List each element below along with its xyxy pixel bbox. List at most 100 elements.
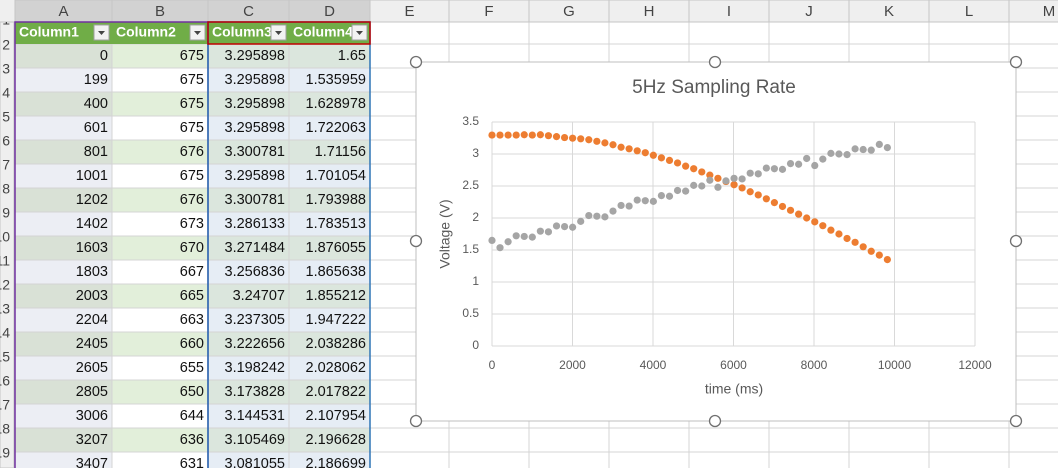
cell-value: 3.300781 <box>225 144 285 160</box>
cell: 3.295898 <box>225 120 285 136</box>
cell: 1.722063 <box>306 120 366 136</box>
cell-bg <box>208 404 289 428</box>
table-header-text: Column2 <box>116 24 176 40</box>
table-header: Column1 <box>19 24 79 40</box>
cell: 3.144531 <box>225 408 285 424</box>
point <box>552 222 561 230</box>
cell-value: 1.876055 <box>306 240 366 256</box>
cell-value: 601 <box>84 120 108 136</box>
point <box>528 233 536 241</box>
point <box>883 256 891 264</box>
cell: 3.198242 <box>225 360 285 376</box>
y-tick-label: 1.5 <box>462 242 479 256</box>
cell-value: 667 <box>180 264 204 280</box>
cell-bg <box>112 44 208 68</box>
point <box>754 170 762 178</box>
cell-value: 3.222656 <box>225 336 285 352</box>
cell: 660 <box>180 336 204 352</box>
filter-arrow <box>194 31 201 35</box>
point <box>560 133 569 142</box>
point <box>617 143 625 151</box>
table-header-cell <box>289 22 370 44</box>
resize-handle[interactable] <box>1009 55 1023 69</box>
cell-bg <box>208 452 289 468</box>
cell: 3.295898 <box>225 168 285 184</box>
cell-value: 676 <box>180 192 204 208</box>
cell-bg <box>289 236 370 260</box>
cell: 2003 <box>76 288 108 304</box>
filter-arrow <box>356 31 363 35</box>
point <box>803 154 811 163</box>
resize-handle[interactable] <box>708 55 722 69</box>
cell-value: 2805 <box>76 384 108 400</box>
point <box>867 146 875 154</box>
point <box>762 195 770 203</box>
resize-handle[interactable] <box>409 414 423 428</box>
cell-bg <box>208 380 289 404</box>
point <box>569 223 577 231</box>
resize-handle[interactable] <box>409 234 423 248</box>
cell-bg <box>112 92 208 116</box>
cell: 3006 <box>76 408 108 424</box>
cell-bg <box>289 44 370 68</box>
point <box>835 150 843 158</box>
cell: 1.71156 <box>315 144 366 160</box>
cell: 3.256836 <box>225 264 285 280</box>
column-header[interactable] <box>1008 0 1058 23</box>
cell-bg <box>208 164 289 188</box>
point <box>786 160 795 168</box>
cell: 1.701054 <box>306 168 366 184</box>
cell-bg <box>112 332 208 356</box>
point <box>488 131 496 139</box>
cell-bg <box>208 284 289 308</box>
cell-bg <box>289 428 370 452</box>
resize-handle[interactable] <box>409 55 423 69</box>
selection-cd-header <box>207 21 371 45</box>
table-header: Column2 <box>116 24 176 40</box>
point <box>770 199 778 207</box>
cell-value: 3.286133 <box>225 216 285 232</box>
cell-bg <box>15 308 112 332</box>
cell: 3.222656 <box>225 336 285 352</box>
cell-bg <box>289 92 370 116</box>
column-letter: M <box>1043 3 1056 20</box>
cell: 3.081055 <box>225 456 285 468</box>
point <box>665 156 674 164</box>
cell: 2.038286 <box>306 336 366 352</box>
x-tick-label: 10000 <box>878 358 912 372</box>
cell: 3.295898 <box>225 72 285 88</box>
cell-value: 1.783513 <box>306 216 366 232</box>
cell-bg <box>15 284 112 308</box>
cell: 3.271484 <box>225 240 285 256</box>
x-tick-label: 2000 <box>559 358 586 372</box>
x-tick-label: 4000 <box>640 358 667 372</box>
point <box>641 197 649 205</box>
column-letter: H <box>644 3 655 20</box>
cell-value: 400 <box>84 96 108 112</box>
cell: 3207 <box>76 432 108 448</box>
resize-handle[interactable] <box>1009 234 1023 248</box>
cell-bg <box>15 212 112 236</box>
cell: 665 <box>180 288 204 304</box>
point <box>770 165 778 173</box>
cell: 3.300781 <box>225 192 285 208</box>
point <box>811 161 819 170</box>
cell-value: 2204 <box>76 312 108 328</box>
resize-handle[interactable] <box>708 414 722 428</box>
cell-value: 665 <box>180 288 204 304</box>
point <box>536 227 544 235</box>
table-header-cell <box>112 22 208 44</box>
cell-bg <box>15 452 112 468</box>
column-letter: L <box>965 3 973 20</box>
cell-bg <box>208 140 289 164</box>
row-number: 2 <box>2 37 10 53</box>
point <box>706 176 714 184</box>
column-letter: F <box>484 3 493 20</box>
cell-value: 655 <box>180 360 204 376</box>
row-number: 5 <box>2 109 10 125</box>
point <box>843 234 851 243</box>
chart-title: 5Hz Sampling Rate <box>632 77 796 98</box>
column-letter: G <box>563 3 575 20</box>
resize-handle[interactable] <box>1009 414 1023 428</box>
point <box>633 196 641 204</box>
